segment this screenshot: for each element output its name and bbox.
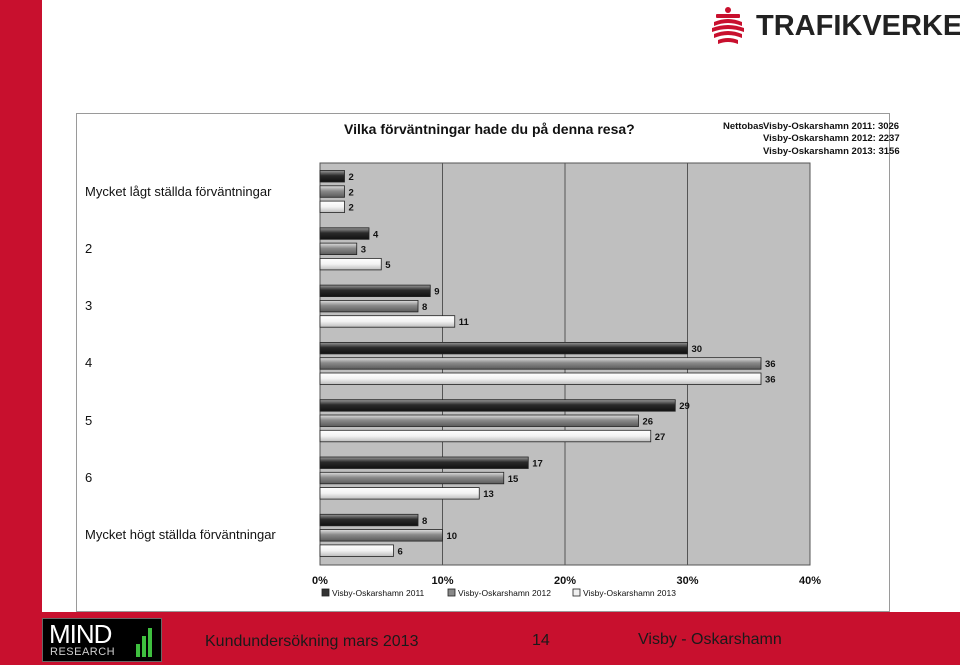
bar-value-label: 3 — [361, 245, 366, 256]
legend-swatch — [321, 588, 330, 597]
trafikverket-logo — [708, 2, 960, 50]
bar — [319, 299, 419, 313]
bar — [319, 529, 443, 542]
bar — [319, 513, 419, 527]
legend-label: Visby-Oskarshamn 2013 — [583, 588, 676, 598]
logo-sub: RESEARCH — [50, 646, 116, 658]
bar-value-label: 36 — [765, 375, 776, 386]
x-tick-label: 10% — [431, 575, 453, 587]
bar — [319, 471, 505, 485]
bar — [319, 399, 676, 412]
category-label: 2 — [85, 240, 93, 256]
bar — [319, 227, 370, 240]
category-label: 3 — [85, 298, 93, 314]
bar — [319, 487, 480, 500]
bar-value-label: 26 — [643, 417, 654, 428]
x-tick-label: 0% — [312, 575, 328, 587]
bar-value-label: 15 — [508, 474, 519, 485]
legend-label: Visby-Oskarshamn 2012 — [458, 588, 551, 598]
bar — [319, 544, 394, 557]
x-tick-label: 40% — [799, 575, 821, 587]
nettobas-2012-name: Visby-Oskarshamn 2012: — [763, 133, 876, 145]
bar — [319, 315, 456, 328]
bar-value-label: 2 — [349, 172, 354, 183]
footer-survey: Kundundersökning mars 2013 — [205, 633, 419, 650]
category-label: Mycket lågt ställda förväntningar — [85, 183, 272, 199]
mind-research-logo: MIND RESEARCH — [42, 618, 162, 662]
bar-value-label: 4 — [373, 229, 379, 240]
bar — [319, 456, 529, 469]
bar-value-label: 8 — [422, 302, 427, 313]
nettobas-2011-value: 3026 — [877, 121, 900, 132]
bar — [319, 242, 358, 256]
bar-value-label: 13 — [483, 489, 494, 500]
bar — [319, 429, 652, 443]
category-label: 6 — [85, 470, 93, 486]
nettobas-2013-value: 3156 — [878, 145, 900, 157]
bar — [319, 357, 762, 370]
legend-swatch — [447, 588, 456, 597]
category-label: Mycket högt ställda förväntningar — [85, 527, 276, 543]
nettobas-box: Nettobas Visby-Oskarshamn 2011: 3026 Visb… — [723, 121, 900, 158]
bar — [319, 200, 345, 214]
bar — [319, 185, 345, 198]
category-label: 5 — [85, 412, 93, 428]
bar-value-label: 36 — [765, 359, 776, 370]
x-tick-label: 20% — [554, 575, 576, 587]
bar — [319, 341, 688, 355]
bar-value-label: 5 — [385, 260, 391, 271]
logo-word: MIND — [49, 619, 112, 649]
brand-name: TRAFIKVERKET — [756, 10, 960, 42]
bar-value-label: 27 — [655, 432, 666, 443]
bar-value-label: 2 — [349, 203, 354, 214]
left-accent-bar — [0, 0, 42, 665]
bar — [319, 257, 382, 271]
bar-value-label: 17 — [532, 459, 543, 470]
nettobas-2012-value: 2237 — [878, 133, 900, 145]
bar-value-label: 6 — [398, 546, 403, 557]
bar-value-label: 2 — [349, 187, 354, 198]
bar-value-label: 8 — [422, 516, 427, 527]
nettobas-2011-name: Visby-Oskarshamn 2011: — [763, 121, 876, 132]
legend-label: Visby-Oskarshamn 2011 — [332, 588, 425, 598]
bar-value-label: 30 — [692, 344, 703, 355]
chart-title: Vilka förväntningar hade du på denna res… — [344, 121, 635, 137]
page-number: 14 — [532, 632, 550, 649]
category-label: 4 — [85, 355, 93, 371]
bar-value-label: 10 — [447, 531, 458, 542]
bar-value-label: 9 — [434, 287, 439, 298]
bar — [319, 372, 762, 385]
nettobas-2013-name: Visby-Oskarshamn 2013: — [763, 145, 876, 157]
bar — [319, 170, 345, 183]
nettobas-label: Nettobas — [723, 121, 764, 132]
bar-value-label: 11 — [459, 317, 470, 328]
legend-swatch — [572, 588, 581, 597]
bar-value-label: 29 — [679, 401, 690, 412]
crown-emblem-icon — [712, 7, 744, 44]
x-tick-label: 30% — [676, 575, 698, 587]
bar — [319, 414, 639, 427]
footer-route: Visby - Oskarshamn — [638, 631, 782, 648]
bar — [319, 284, 431, 298]
signal-bars-icon — [136, 628, 152, 657]
